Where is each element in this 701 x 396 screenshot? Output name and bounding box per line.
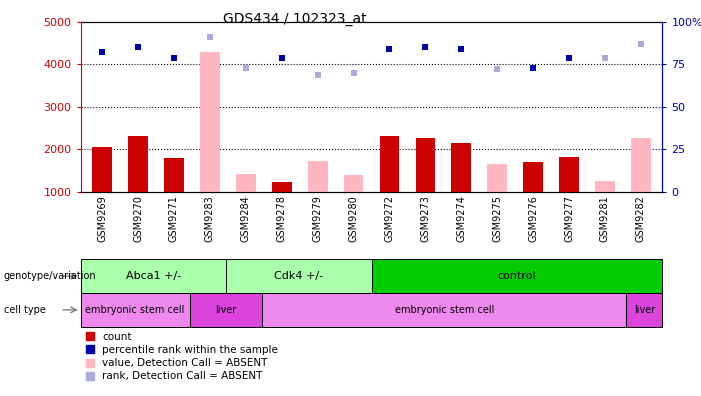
Bar: [416, 139, 435, 192]
Bar: [631, 139, 651, 192]
Bar: [308, 160, 327, 192]
Bar: [451, 143, 471, 192]
Text: embryonic stem cell: embryonic stem cell: [86, 305, 185, 315]
Text: embryonic stem cell: embryonic stem cell: [395, 305, 494, 315]
Bar: [93, 147, 112, 192]
Bar: [226, 259, 372, 293]
Bar: [128, 136, 148, 192]
Bar: [487, 164, 507, 192]
Bar: [81, 259, 226, 293]
Text: GDS434 / 102323_at: GDS434 / 102323_at: [223, 12, 366, 26]
Bar: [190, 293, 262, 327]
Bar: [81, 293, 190, 327]
Legend: count, percentile rank within the sample, value, Detection Call = ABSENT, rank, : count, percentile rank within the sample…: [86, 332, 278, 381]
Bar: [272, 182, 292, 192]
Bar: [372, 259, 662, 293]
Text: Abca1 +/-: Abca1 +/-: [125, 271, 181, 281]
Bar: [164, 158, 184, 192]
Text: liver: liver: [634, 305, 655, 315]
Text: control: control: [498, 271, 536, 281]
Bar: [262, 293, 626, 327]
Bar: [626, 293, 662, 327]
Text: cell type: cell type: [4, 305, 46, 315]
Text: Cdk4 +/-: Cdk4 +/-: [274, 271, 323, 281]
Text: liver: liver: [215, 305, 237, 315]
Bar: [343, 175, 363, 192]
Bar: [380, 136, 400, 192]
Bar: [523, 162, 543, 192]
Bar: [559, 157, 579, 192]
Bar: [236, 174, 256, 192]
Text: genotype/variation: genotype/variation: [4, 271, 96, 281]
Bar: [595, 181, 615, 192]
Bar: [200, 51, 220, 192]
